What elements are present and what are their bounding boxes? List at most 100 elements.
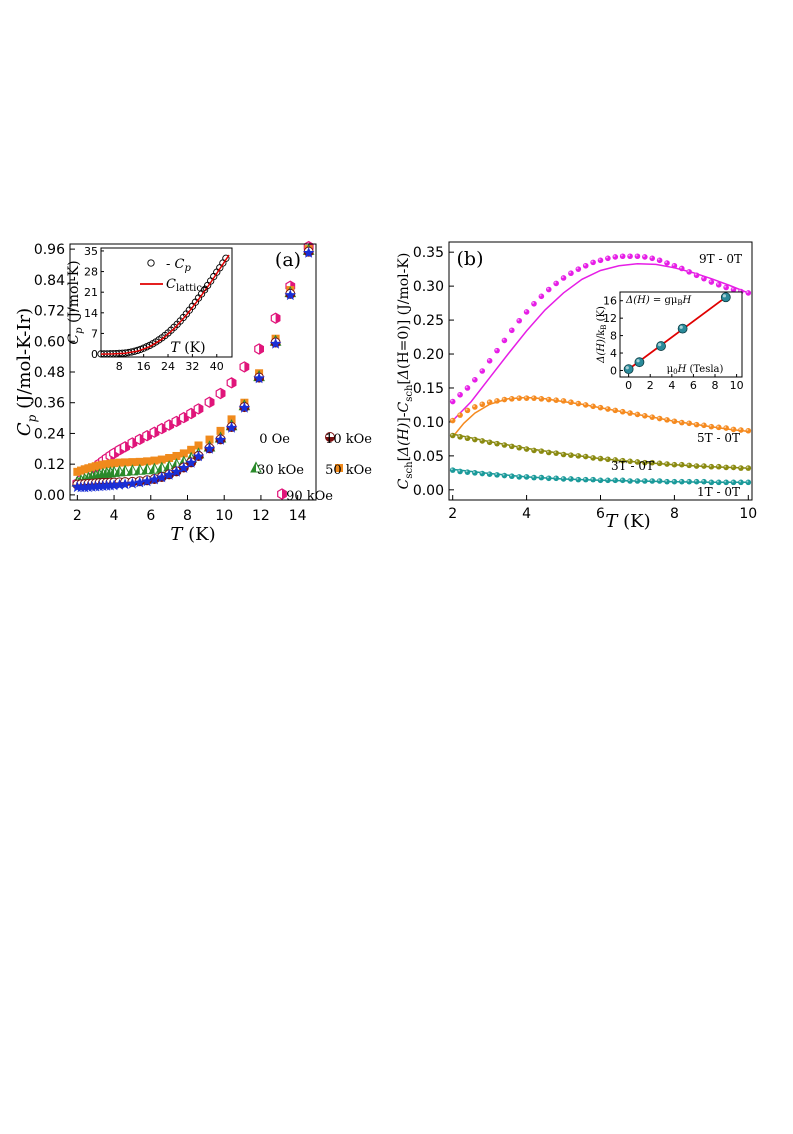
ball-highlight [532, 448, 535, 451]
ball-marker [619, 408, 626, 415]
series-label: 3T - 0T [611, 459, 654, 473]
ball-highlight [539, 475, 542, 478]
star-marker [253, 372, 265, 384]
data-point [738, 465, 744, 471]
circle-marker-fill [325, 437, 335, 442]
ball-highlight [665, 417, 668, 420]
ball-highlight [465, 470, 468, 473]
inset-y-tick-label: 7 [91, 327, 98, 340]
ball-highlight [724, 285, 727, 288]
data-point [642, 413, 648, 419]
legend-dash: - [166, 257, 175, 272]
data-point [178, 411, 189, 424]
data-point [545, 396, 552, 403]
ball-marker [560, 398, 567, 404]
ball-highlight [480, 369, 483, 372]
inset-y-unit: (J/mol-K) [66, 260, 82, 327]
data-point [538, 293, 545, 300]
square-marker [128, 458, 137, 467]
y-tick-label: 0.25 [413, 313, 444, 329]
triangle-marker-fill [134, 464, 140, 475]
ball-marker [723, 284, 729, 291]
big-ball-highlight [625, 366, 629, 370]
triangle-marker-fill [94, 469, 100, 479]
inset-y-tick-label: 12 [603, 312, 617, 325]
big-ball-highlight [636, 359, 640, 363]
data-point [135, 457, 144, 466]
square-marker [172, 451, 181, 460]
ball-marker [494, 472, 500, 478]
data-point [192, 450, 205, 462]
x-axis-unit: (K) [182, 524, 215, 545]
triangle-marker-fill [114, 466, 120, 476]
data-point [623, 364, 634, 375]
ball-highlight [546, 397, 549, 400]
ball-highlight [672, 263, 675, 266]
ball-marker [686, 478, 692, 485]
legend-item: 10 kOe [325, 432, 372, 447]
x-tick-label: 14 [289, 508, 307, 524]
ball-highlight [657, 258, 660, 261]
data-point [642, 478, 648, 484]
data-point [634, 357, 645, 368]
inset-y-part: Δ(H) [596, 339, 607, 364]
ball-marker [701, 463, 707, 469]
data-point [531, 395, 537, 401]
data-point [701, 275, 707, 282]
ball-highlight [724, 465, 727, 468]
inset-x-part: H [677, 364, 687, 375]
inset-annotation: Δ(H) = gμBH [625, 295, 692, 307]
data-point [494, 398, 500, 404]
ball-marker [464, 385, 471, 391]
ball-highlight [480, 402, 483, 405]
ball-marker [449, 417, 456, 424]
inset-legend-label: - Cp [166, 257, 191, 274]
ball-highlight [569, 400, 572, 403]
data-point [582, 262, 589, 269]
ball-marker [479, 470, 486, 477]
data-point [677, 323, 688, 334]
ball-marker [649, 255, 656, 262]
triangle-marker-fill [127, 465, 133, 475]
data-point [165, 454, 174, 463]
ball-highlight [458, 392, 461, 395]
ball-highlight [628, 254, 631, 257]
data-point [494, 472, 500, 478]
data-point [745, 479, 752, 486]
ball-marker [449, 398, 456, 405]
data-point [656, 415, 663, 422]
ball-highlight [495, 398, 498, 401]
y-axis-part: [ [396, 456, 412, 461]
ball-highlight [702, 479, 705, 482]
data-point [509, 327, 515, 334]
ball-highlight [532, 475, 535, 478]
star-marker [119, 478, 131, 490]
ball-highlight [524, 396, 527, 399]
ball-highlight [465, 436, 468, 439]
data-point [516, 317, 523, 324]
data-point [486, 399, 493, 406]
ball-highlight [539, 449, 542, 452]
data-point [575, 400, 582, 407]
ball-marker [464, 435, 471, 442]
ball-marker [664, 260, 670, 266]
panel-a: 2 4 6 8 10 12 140.000.120.240.360.480.600.720.… [14, 240, 372, 545]
data-point [457, 391, 463, 398]
data-point [597, 404, 604, 411]
triangle-marker-fill [171, 459, 177, 469]
legend-item: 90 kOe [277, 488, 333, 504]
star-marker [126, 477, 139, 489]
data-point [605, 477, 611, 484]
open-circle-marker [222, 254, 230, 262]
ball-highlight [569, 477, 572, 480]
ball-highlight [554, 398, 557, 401]
ball-highlight [628, 411, 631, 414]
ball-marker [634, 478, 641, 484]
ball-marker [627, 478, 633, 484]
data-point [303, 247, 315, 258]
data-point [178, 462, 190, 473]
data-point [619, 253, 626, 260]
ball-highlight [458, 469, 461, 472]
ball-marker [479, 368, 486, 374]
ball-highlight [472, 405, 475, 408]
